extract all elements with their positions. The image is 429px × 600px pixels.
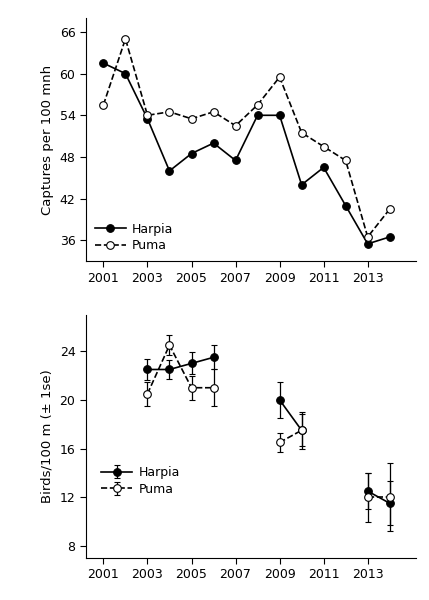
Line: Harpia: Harpia [100, 59, 393, 248]
Harpia [299, 181, 304, 188]
Puma [211, 108, 216, 115]
Harpia [145, 115, 150, 122]
Harpia [343, 202, 348, 209]
Harpia [167, 167, 172, 175]
Puma [343, 157, 348, 164]
Legend: Harpia, Puma: Harpia, Puma [92, 220, 176, 255]
Puma [145, 112, 150, 119]
Puma [255, 101, 260, 109]
Puma [365, 233, 370, 241]
Harpia [123, 70, 128, 77]
Puma [233, 122, 238, 130]
Legend: Harpia, Puma: Harpia, Puma [99, 463, 182, 498]
Puma [167, 108, 172, 115]
Puma [321, 143, 326, 150]
Puma [123, 35, 128, 43]
Harpia [387, 233, 392, 241]
Puma [189, 115, 194, 122]
Puma [387, 206, 392, 213]
Harpia [365, 240, 370, 247]
Y-axis label: Birds/100 m (± 1se): Birds/100 m (± 1se) [41, 370, 54, 503]
Line: Puma: Puma [100, 35, 393, 241]
Puma [101, 101, 106, 109]
Y-axis label: Captures per 100 mnh: Captures per 100 mnh [41, 65, 54, 215]
Puma [299, 129, 304, 136]
Harpia [233, 157, 238, 164]
Harpia [255, 112, 260, 119]
Harpia [211, 139, 216, 146]
Harpia [189, 150, 194, 157]
Harpia [321, 164, 326, 171]
Harpia [277, 112, 282, 119]
Puma [277, 73, 282, 80]
Harpia [101, 59, 106, 67]
